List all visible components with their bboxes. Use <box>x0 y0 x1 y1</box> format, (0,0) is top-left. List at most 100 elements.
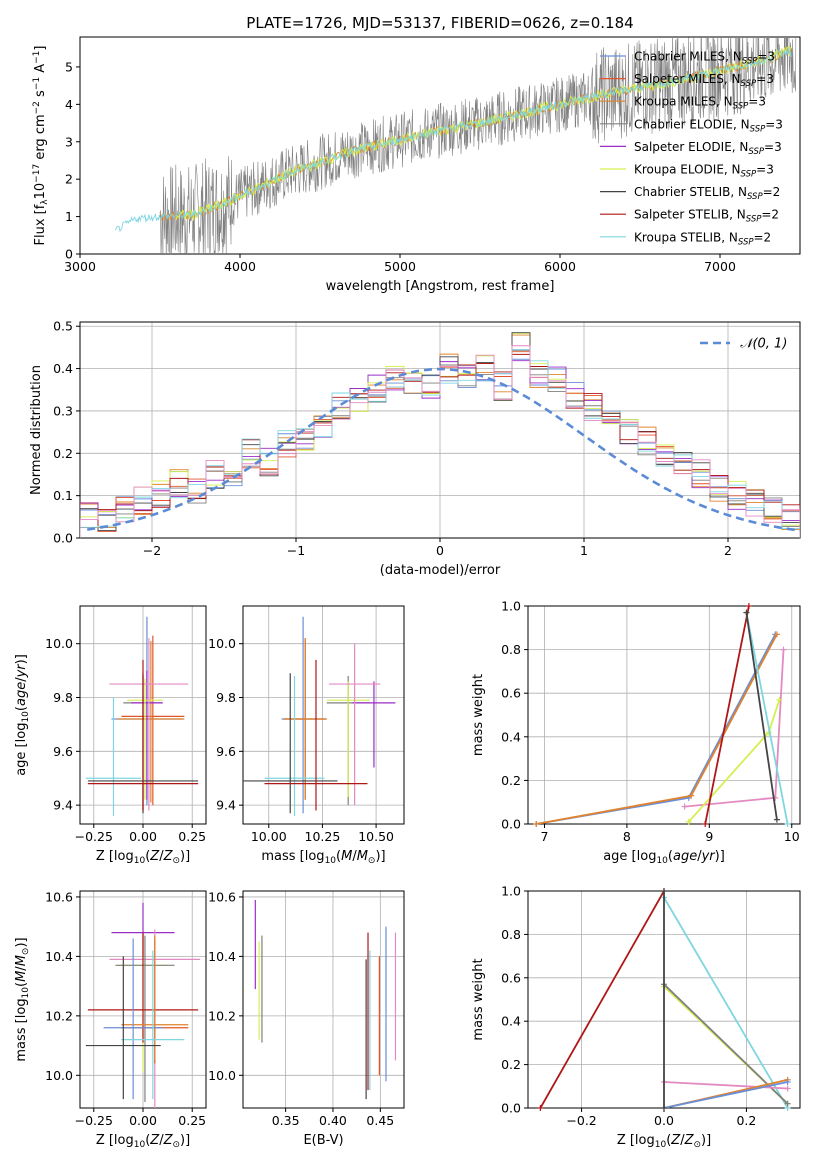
y-tick-label: 10.4 <box>45 949 73 964</box>
y-axis-label: Flux [fλ10−17 erg cm−2 s−1 A−1] <box>32 46 50 246</box>
weight-line <box>745 612 789 824</box>
y-tick-label: 3 <box>65 134 73 149</box>
weight-line <box>663 1081 788 1108</box>
y-tick-label: 9.4 <box>216 798 236 813</box>
x-axis-label: E(B-V) <box>303 1133 343 1148</box>
y-tick-label: 0.4 <box>501 729 521 744</box>
y-tick-label: 0.6 <box>501 686 521 701</box>
y-axis-label: mass [log10(M/M⊙)] <box>14 937 31 1061</box>
y-tick-label: 10.0 <box>208 1068 236 1083</box>
y-axis-label: mass weight <box>471 958 486 1040</box>
y-axis-label: Normed distribution <box>29 365 44 495</box>
x-tick-label: 0.0 <box>654 1113 674 1128</box>
y-tick-label: 9.6 <box>53 744 73 759</box>
x-tick-label: 10 <box>784 829 800 844</box>
x-tick-label: −2 <box>143 543 161 558</box>
x-tick-label: 0.40 <box>319 1113 347 1128</box>
y-tick-label: 0.6 <box>501 970 521 985</box>
x-tick-label: 1 <box>580 543 588 558</box>
legend-label: Chabrier STELIB, NSSP=2 <box>634 185 780 202</box>
x-axis-label: mass [log10(M/M⊙)] <box>261 849 385 866</box>
x-tick-label: 10.25 <box>305 829 341 844</box>
x-axis-label: Z [log10(Z/Z⊙)] <box>617 1133 711 1150</box>
y-tick-label: 10.6 <box>45 889 73 904</box>
x-tick-label: 2 <box>724 543 732 558</box>
x-axis-label: age [log10(age/yr)] <box>603 849 725 866</box>
y-axis-label: mass weight <box>471 674 486 756</box>
y-tick-label: 10.0 <box>45 1068 73 1083</box>
x-tick-label: 0.25 <box>178 1113 206 1128</box>
legend-label: Salpeter ELODIE, NSSP=3 <box>634 140 782 157</box>
weight-line <box>536 633 777 824</box>
y-tick-label: 0.5 <box>53 319 73 334</box>
x-tick-label: −0.25 <box>75 829 113 844</box>
legend-label: Kroupa ELODIE, NSSP=3 <box>634 163 774 180</box>
y-tick-label: 9.6 <box>216 744 236 759</box>
y-tick-label: 10.6 <box>208 889 236 904</box>
legend-label: 𝒩(0, 1) <box>740 337 787 352</box>
x-tick-label: 7000 <box>704 259 736 274</box>
y-tick-label: 10.0 <box>208 636 236 651</box>
y-tick-label: 10.2 <box>45 1008 73 1023</box>
normal-curve <box>87 367 800 532</box>
y-tick-label: 0.3 <box>53 403 73 418</box>
x-tick-label: 0.00 <box>129 829 157 844</box>
spectrum-model-line <box>114 47 793 232</box>
legend-label: Kroupa STELIB, NSSP=2 <box>634 230 771 247</box>
x-tick-label: 5000 <box>384 259 416 274</box>
x-tick-label: 8 <box>623 829 631 844</box>
y-tick-label: 2 <box>65 172 73 187</box>
x-tick-label: 0.2 <box>736 1113 756 1128</box>
y-tick-label: 5 <box>65 59 73 74</box>
y-tick-label: 4 <box>65 97 73 112</box>
x-tick-label: 3000 <box>64 259 96 274</box>
legend-label: Chabrier ELODIE, NSSP=3 <box>634 117 783 134</box>
y-tick-label: 1.0 <box>501 599 521 614</box>
x-axis-label: Z [log10(Z/Z⊙)] <box>96 1133 190 1150</box>
spectrum-data-line <box>159 37 797 254</box>
weight-line <box>745 612 778 820</box>
x-tick-label: 0.00 <box>129 1113 157 1128</box>
weight-line <box>688 699 781 823</box>
y-tick-label: 0 <box>65 247 73 262</box>
y-tick-label: 1.0 <box>501 884 521 899</box>
y-tick-label: 0.0 <box>501 1101 521 1116</box>
y-tick-label: 10.4 <box>208 949 236 964</box>
x-tick-label: −1 <box>287 543 305 558</box>
title: PLATE=1726, MJD=53137, FIBERID=0626, z=0… <box>246 14 633 32</box>
plot-frame <box>242 605 405 825</box>
legend-label: Salpeter STELIB, NSSP=2 <box>634 208 779 225</box>
x-tick-label: 6000 <box>544 259 576 274</box>
x-tick-label: 7 <box>541 829 549 844</box>
x-tick-label: 10.50 <box>358 829 394 844</box>
y-tick-label: 0.2 <box>501 1057 521 1072</box>
x-tick-label: 0.35 <box>272 1113 300 1128</box>
x-tick-label: 0.25 <box>178 829 206 844</box>
y-tick-label: 10.2 <box>208 1008 236 1023</box>
y-tick-label: 0.0 <box>501 817 521 832</box>
y-tick-label: 9.8 <box>53 690 73 705</box>
x-tick-label: 0.45 <box>366 1113 394 1128</box>
x-tick-label: 0 <box>436 543 444 558</box>
y-tick-label: 0.4 <box>501 1014 521 1029</box>
x-tick-label: 10.00 <box>251 829 287 844</box>
weight-line <box>539 891 665 1108</box>
y-tick-label: 9.8 <box>216 690 236 705</box>
legend-label: Chabrier MILES, NSSP=3 <box>634 50 775 67</box>
y-tick-label: 1 <box>65 209 73 224</box>
legend-label: Salpeter MILES, NSSP=3 <box>634 72 774 89</box>
plot-frame <box>79 36 801 255</box>
y-tick-label: 0.8 <box>501 642 521 657</box>
plot-frame <box>242 890 405 1109</box>
plot-frame <box>527 605 801 825</box>
x-tick-label: −0.25 <box>75 1113 113 1128</box>
y-tick-label: 10.0 <box>45 636 73 651</box>
weight-line <box>536 633 778 824</box>
x-tick-label: 4000 <box>224 259 256 274</box>
y-tick-label: 0.2 <box>53 446 73 461</box>
y-tick-label: 0.4 <box>53 361 73 376</box>
weight-line <box>663 1081 788 1090</box>
x-axis-label: (data-model)/error <box>380 563 501 578</box>
